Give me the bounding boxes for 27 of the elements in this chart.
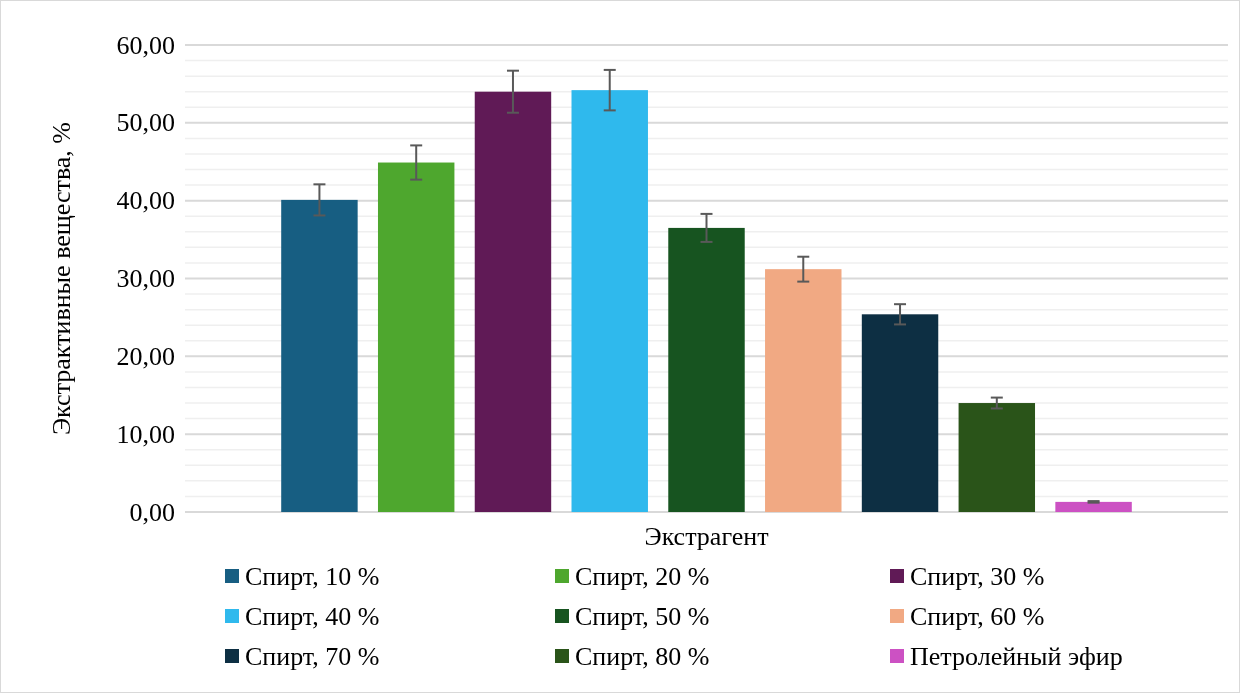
legend-label: Спирт, 50 %	[575, 601, 710, 631]
y-tick-label: 20,00	[116, 341, 175, 371]
bar	[571, 90, 648, 512]
y-tick-label: 50,00	[116, 108, 175, 138]
y-tick-label: 10,00	[116, 419, 175, 449]
y-tick-label: 30,00	[116, 264, 175, 293]
legend-label: Спирт, 70 %	[245, 641, 380, 671]
y-tick-label: 0,00	[129, 497, 175, 527]
y-axis-title: Экстрактивные вещества, %	[47, 121, 76, 436]
legend-label: Спирт, 60 %	[910, 601, 1045, 631]
bar	[958, 403, 1036, 512]
legend-label: Спирт, 20 %	[575, 561, 710, 591]
bar	[377, 162, 455, 512]
y-tick-label: 60,00	[116, 30, 175, 60]
bar	[861, 314, 939, 512]
bar	[668, 227, 745, 512]
legend-label: Спирт, 30 %	[910, 561, 1045, 591]
legend-label: Петролейный эфир	[910, 641, 1123, 671]
legend-label: Спирт, 40 %	[245, 601, 380, 631]
legend-label: Спирт, 10 %	[245, 561, 380, 591]
bar	[281, 199, 358, 512]
bar	[474, 91, 552, 512]
bar	[765, 269, 842, 512]
bar	[1055, 501, 1132, 512]
y-tick-label: 40,00	[116, 186, 175, 216]
legend-label: Спирт, 80 %	[575, 641, 710, 671]
x-tick-label: Экстрагент	[644, 522, 769, 551]
